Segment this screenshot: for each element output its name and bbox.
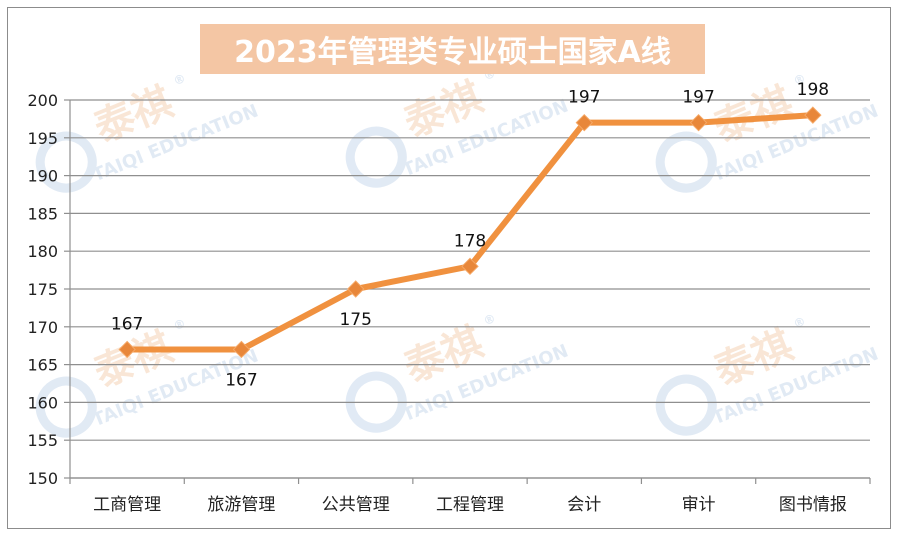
x-tick-label: 图书情报 — [779, 495, 847, 515]
watermark-logo-icon — [655, 131, 717, 193]
watermark-logo-icon — [345, 126, 407, 188]
x-tick-label: 会计 — [567, 495, 601, 515]
data-label: 197 — [682, 88, 714, 108]
x-tick-label: 公共管理 — [322, 495, 390, 515]
watermark-4: 泰祺®TAIQI EDUCATION — [345, 311, 571, 433]
data-labels: 167 167 175 178 197 197 198 — [111, 80, 829, 390]
watermark-logo-icon — [345, 371, 407, 433]
watermark-registered: ® — [171, 316, 187, 333]
data-markers — [118, 106, 822, 359]
watermark-registered: ® — [791, 71, 807, 88]
data-label: 167 — [225, 370, 257, 390]
x-tick-label: 工商管理 — [93, 495, 161, 515]
y-tick-label: 195 — [27, 129, 58, 148]
y-tick-labels: 150 155 160 165 170 175 180 185 190 195 200 — [27, 91, 58, 488]
y-tick-label: 180 — [27, 242, 58, 261]
watermark-registered: ® — [481, 311, 497, 328]
watermark-logo-icon — [35, 376, 97, 438]
y-tick-label: 200 — [27, 91, 58, 110]
data-label: 178 — [454, 231, 486, 251]
data-point — [689, 113, 708, 132]
chart-title-banner: 2023年管理类专业硕士国家A线 — [200, 24, 705, 74]
data-label: 197 — [568, 88, 600, 108]
data-point — [461, 257, 479, 276]
watermark-5: 泰祺®TAIQI EDUCATION — [655, 314, 881, 436]
data-point — [232, 340, 251, 359]
data-point — [347, 280, 365, 298]
y-tick-label: 160 — [27, 393, 58, 412]
data-label: 198 — [797, 80, 829, 100]
data-label: 175 — [339, 310, 371, 330]
data-point — [804, 106, 822, 124]
watermark-logo-icon — [35, 131, 97, 193]
data-point — [575, 113, 593, 132]
y-tick-label: 185 — [27, 204, 58, 223]
y-tick-label: 190 — [27, 167, 58, 186]
x-tick-label: 审计 — [682, 495, 716, 515]
y-tick-label: 150 — [27, 469, 58, 488]
axes — [69, 100, 871, 484]
data-label: 167 — [111, 314, 143, 334]
watermark-registered: ® — [171, 71, 187, 88]
grid-lines — [64, 99, 870, 479]
chart-title: 2023年管理类专业硕士国家A线 — [234, 35, 671, 70]
y-tick-label: 175 — [27, 280, 58, 299]
watermark-registered: ® — [791, 314, 807, 331]
y-tick-label: 155 — [27, 431, 58, 450]
x-tick-label: 旅游管理 — [207, 495, 275, 515]
watermark-logo-icon — [655, 374, 717, 436]
y-tick-label: 165 — [27, 356, 58, 375]
x-tick-label: 工程管理 — [436, 495, 504, 515]
data-point — [118, 340, 136, 359]
x-tick-labels: 工商管理 旅游管理 公共管理 工程管理 会计 审计 图书情报 — [93, 495, 847, 515]
y-tick-label: 170 — [27, 318, 58, 337]
